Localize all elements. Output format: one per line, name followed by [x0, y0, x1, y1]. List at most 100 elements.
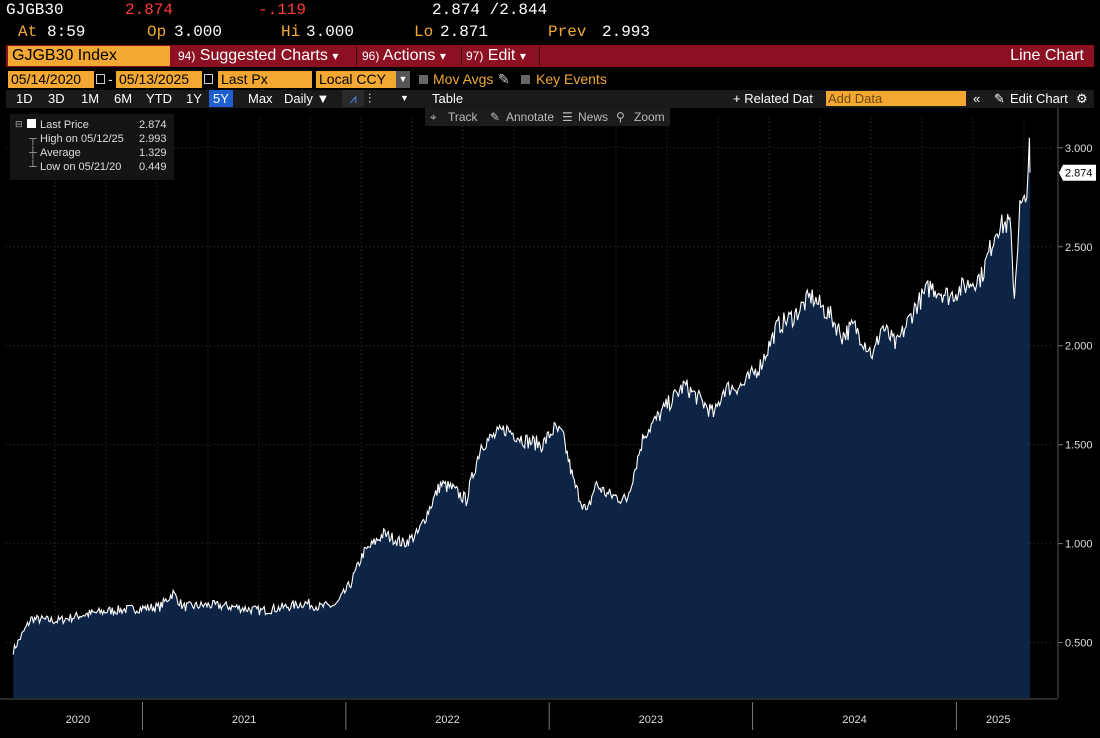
quote-at-label: At: [18, 23, 38, 41]
bar-chart-icon[interactable]: ⫶: [368, 91, 372, 106]
actions-number: 96): [362, 49, 380, 63]
y-tick-label: 0.500: [1065, 638, 1093, 650]
range-ytd-button[interactable]: YTD: [146, 91, 172, 106]
range-max-button[interactable]: Max: [248, 91, 273, 106]
price-line: [12, 137, 1031, 655]
chevron-down-icon: ▾: [332, 49, 339, 63]
chart-type-label[interactable]: Line Chart: [1010, 47, 1084, 64]
track-button[interactable]: Track: [448, 110, 479, 124]
suggested-charts-label: Suggested Charts: [199, 47, 328, 64]
last-value-label: 2.874: [1065, 168, 1093, 180]
x-tick-label: 2021: [232, 714, 256, 726]
chevron-down-icon: ▾: [439, 49, 446, 63]
price-area: [13, 137, 1030, 699]
quote-open-label: Op: [147, 23, 167, 41]
range-5y-button[interactable]: 5Y: [209, 90, 233, 107]
menu-divider: [461, 47, 462, 65]
range-1d-button[interactable]: 1D: [16, 91, 33, 106]
x-axis: 2020 2021 2022 2023 2024 2025: [0, 698, 1058, 730]
chevron-down-icon[interactable]: ▼: [400, 93, 409, 103]
legend-low-value: 0.449: [139, 161, 167, 173]
legend-average-label: Average: [40, 147, 81, 159]
suggested-charts-menu[interactable]: 94) Suggested Charts ▾: [178, 45, 338, 67]
annotate-button[interactable]: Annotate: [506, 110, 554, 124]
last-value-tag: 2.874: [1059, 164, 1096, 181]
legend-average-value: 1.329: [139, 147, 167, 159]
key-events-checkbox[interactable]: [521, 75, 530, 84]
actions-label: Actions: [382, 47, 436, 64]
news-button[interactable]: News: [578, 110, 608, 124]
x-tick-label: 2020: [66, 714, 90, 726]
table-button[interactable]: Table: [432, 91, 464, 106]
mov-avgs-label: Mov Avgs: [433, 71, 494, 87]
suggested-charts-number: 94): [178, 49, 196, 63]
annotate-icon[interactable]: ✎: [490, 110, 500, 124]
settings-row: 05/14/2020 - 05/13/2025 Last Px Local CC…: [6, 71, 1094, 89]
y-tick-label: 2.000: [1065, 341, 1093, 353]
collapse-icon[interactable]: «: [973, 91, 981, 106]
legend-last-value: 2.874: [139, 119, 167, 131]
y-tick-label: 3.000: [1065, 143, 1093, 155]
quote-time: 8:59: [47, 23, 86, 41]
actions-menu[interactable]: 96) Actions ▾: [362, 45, 446, 67]
crosshair-icon[interactable]: ⌖: [430, 110, 437, 124]
edit-menu[interactable]: 97) Edit ▾: [466, 45, 526, 67]
frequency-select[interactable]: Daily ▼: [284, 91, 330, 106]
average-marker-icon: ┼: [28, 145, 37, 160]
calendar-icon[interactable]: [96, 74, 105, 84]
add-data-input[interactable]: Add Data: [826, 91, 966, 106]
x-tick-label: 2025: [986, 714, 1010, 726]
quote-low-label: Lo: [414, 23, 434, 41]
y-tick-label: 1.500: [1065, 440, 1093, 452]
y-tick-label: 1.000: [1065, 539, 1093, 551]
legend-last-label: Last Price: [40, 119, 89, 131]
quote-high: 3.000: [306, 23, 355, 41]
x-tick-label: 2022: [435, 714, 459, 726]
start-date-field[interactable]: 05/14/2020: [8, 71, 94, 88]
security-field[interactable]: GJGB30 Index: [8, 46, 170, 66]
menu-divider: [356, 47, 357, 65]
chevron-down-icon[interactable]: ▼: [396, 71, 410, 88]
news-icon[interactable]: ☰: [562, 110, 573, 124]
zoom-button[interactable]: Zoom: [634, 110, 665, 124]
quote-high-label: Hi: [281, 23, 301, 41]
quote-change: -.119: [258, 1, 307, 19]
range-1y-button[interactable]: 1Y: [186, 91, 202, 106]
low-marker-icon: ┴: [28, 159, 37, 173]
quote-strip: GJGB30 2.874 -.119 2.874 /2.844 At 8:59 …: [0, 0, 1100, 44]
key-events-label: Key Events: [536, 71, 607, 87]
x-tick-label: 2023: [639, 714, 663, 726]
menu-bar: GJGB30 Index 94) Suggested Charts ▾ 96) …: [6, 45, 1094, 67]
edit-number: 97): [466, 49, 484, 63]
pencil-icon[interactable]: ✎: [994, 91, 1005, 106]
gear-icon[interactable]: ⚙: [1076, 91, 1088, 106]
calendar-icon[interactable]: [204, 74, 213, 84]
zoom-icon[interactable]: ⚲: [616, 110, 625, 124]
currency-select[interactable]: Local CCY: [316, 71, 396, 88]
legend: ⊟ Last Price 2.874 ┬ High on 05/12/25 2.…: [10, 114, 174, 180]
menu-divider: [539, 47, 540, 65]
range-6m-button[interactable]: 6M: [114, 91, 133, 106]
end-date-field[interactable]: 05/13/2025: [116, 71, 202, 88]
pencil-icon[interactable]: ✎: [498, 71, 510, 87]
related-data-button[interactable]: + Related Dat: [733, 91, 813, 106]
range-3d-button[interactable]: 3D: [48, 91, 65, 106]
range-1m-button[interactable]: 1M: [81, 91, 100, 106]
mov-avgs-checkbox[interactable]: [419, 75, 428, 84]
quote-ticker: GJGB30: [6, 1, 64, 19]
range-row: 1D 3D 1M 6M YTD 1Y 5Y Max Daily ▼ ⩘ ⫶ ▼ …: [6, 90, 1094, 108]
quote-low: 2.871: [440, 23, 489, 41]
legend-low-label: Low on 05/21/20: [40, 161, 121, 173]
edit-chart-button[interactable]: Edit Chart: [1010, 91, 1068, 106]
chart-toolbar: ⌖ Track ✎ Annotate ☰ News ⚲ Zoom: [425, 108, 670, 126]
x-tick-label: 2024: [842, 714, 866, 726]
quote-open: 3.000: [174, 23, 223, 41]
quote-prev-label: Prev: [548, 23, 587, 41]
legend-swatch: [27, 119, 36, 128]
high-marker-icon: ┬: [28, 133, 37, 146]
line-chart-icon[interactable]: ⩘: [342, 90, 364, 107]
field-select[interactable]: Last Px: [218, 71, 312, 88]
collapse-icon[interactable]: ⊟: [15, 119, 23, 129]
y-tick-label: 2.500: [1065, 242, 1093, 254]
